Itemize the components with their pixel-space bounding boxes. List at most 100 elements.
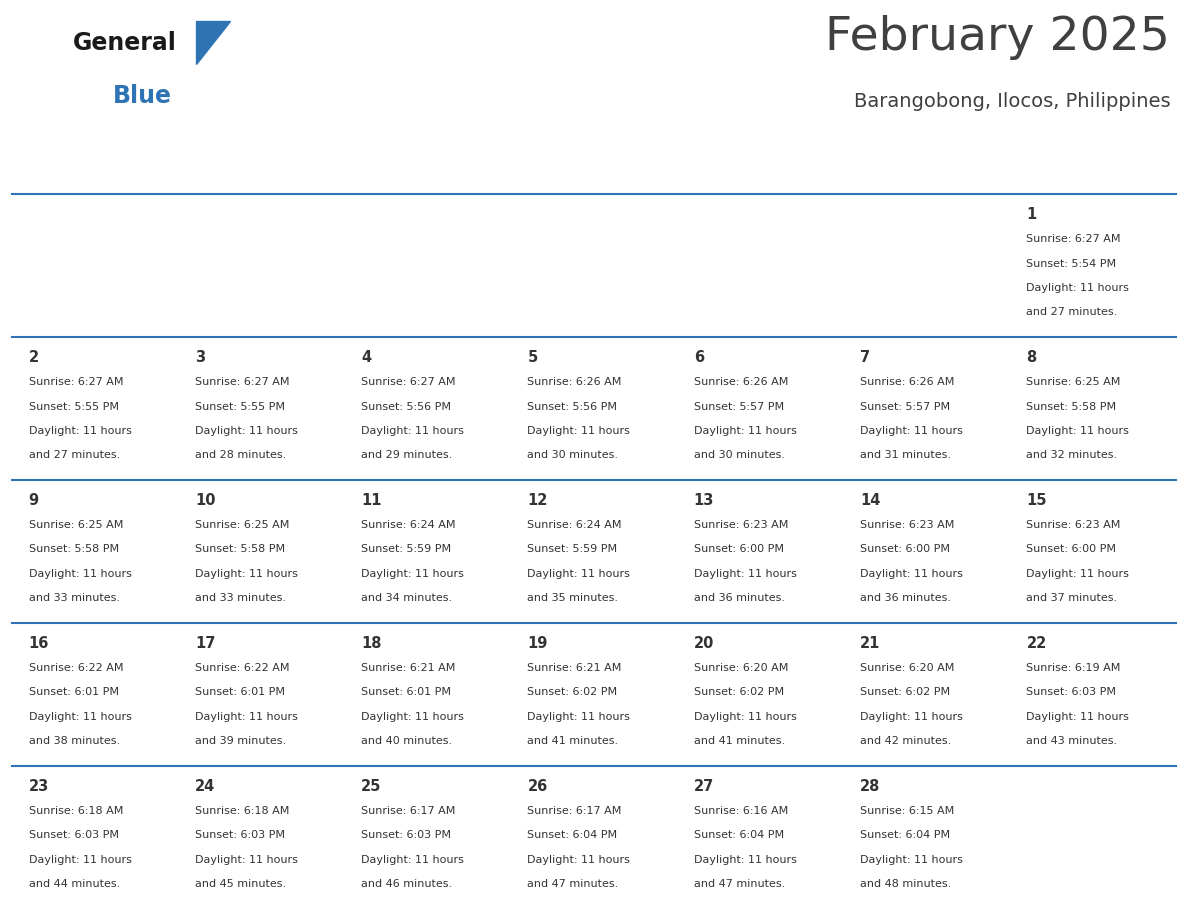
Text: Sunrise: 6:17 AM: Sunrise: 6:17 AM bbox=[361, 806, 455, 816]
Text: and 43 minutes.: and 43 minutes. bbox=[1026, 736, 1118, 746]
Text: Sunrise: 6:19 AM: Sunrise: 6:19 AM bbox=[1026, 663, 1120, 673]
Text: 26: 26 bbox=[527, 778, 548, 794]
Text: 7: 7 bbox=[860, 350, 871, 365]
Text: 15: 15 bbox=[1026, 493, 1047, 508]
Text: Sunset: 5:58 PM: Sunset: 5:58 PM bbox=[29, 544, 119, 554]
Text: Sunrise: 6:17 AM: Sunrise: 6:17 AM bbox=[527, 806, 621, 816]
Text: Sunset: 6:02 PM: Sunset: 6:02 PM bbox=[527, 688, 618, 698]
Text: 9: 9 bbox=[29, 493, 39, 508]
Text: and 31 minutes.: and 31 minutes. bbox=[860, 450, 952, 460]
Text: Daylight: 11 hours: Daylight: 11 hours bbox=[361, 711, 465, 722]
Text: 21: 21 bbox=[860, 636, 880, 651]
Text: Sunrise: 6:16 AM: Sunrise: 6:16 AM bbox=[694, 806, 788, 816]
Text: and 37 minutes.: and 37 minutes. bbox=[1026, 593, 1118, 603]
Text: and 29 minutes.: and 29 minutes. bbox=[361, 450, 453, 460]
Text: 8: 8 bbox=[1026, 350, 1037, 365]
Text: 14: 14 bbox=[860, 493, 880, 508]
Text: Sunset: 5:57 PM: Sunset: 5:57 PM bbox=[694, 401, 784, 411]
Text: Sunset: 5:59 PM: Sunset: 5:59 PM bbox=[361, 544, 451, 554]
Text: Sunset: 6:01 PM: Sunset: 6:01 PM bbox=[29, 688, 119, 698]
Text: Daylight: 11 hours: Daylight: 11 hours bbox=[860, 569, 963, 578]
Text: Sunset: 6:01 PM: Sunset: 6:01 PM bbox=[195, 688, 285, 698]
Text: 23: 23 bbox=[29, 778, 49, 794]
Text: 3: 3 bbox=[195, 350, 206, 365]
Text: and 32 minutes.: and 32 minutes. bbox=[1026, 450, 1118, 460]
Text: and 30 minutes.: and 30 minutes. bbox=[527, 450, 619, 460]
Text: and 33 minutes.: and 33 minutes. bbox=[29, 593, 120, 603]
Text: Sunrise: 6:22 AM: Sunrise: 6:22 AM bbox=[195, 663, 290, 673]
Text: 17: 17 bbox=[195, 636, 215, 651]
Text: Sunset: 5:55 PM: Sunset: 5:55 PM bbox=[29, 401, 119, 411]
Text: Daylight: 11 hours: Daylight: 11 hours bbox=[694, 711, 797, 722]
Text: and 46 minutes.: and 46 minutes. bbox=[361, 879, 453, 889]
Text: 28: 28 bbox=[860, 778, 880, 794]
Text: Sunset: 6:00 PM: Sunset: 6:00 PM bbox=[694, 544, 784, 554]
Text: Sunset: 5:58 PM: Sunset: 5:58 PM bbox=[1026, 401, 1117, 411]
Text: Daylight: 11 hours: Daylight: 11 hours bbox=[1026, 426, 1130, 436]
Text: Daylight: 11 hours: Daylight: 11 hours bbox=[1026, 569, 1130, 578]
Text: Daylight: 11 hours: Daylight: 11 hours bbox=[361, 855, 465, 865]
Text: Saturday: Saturday bbox=[1030, 163, 1107, 178]
Text: Sunset: 5:57 PM: Sunset: 5:57 PM bbox=[860, 401, 950, 411]
Text: Sunrise: 6:27 AM: Sunrise: 6:27 AM bbox=[29, 377, 124, 387]
Text: and 33 minutes.: and 33 minutes. bbox=[195, 593, 286, 603]
Text: Daylight: 11 hours: Daylight: 11 hours bbox=[527, 426, 631, 436]
Text: Sunset: 6:03 PM: Sunset: 6:03 PM bbox=[29, 830, 119, 840]
Text: Sunset: 6:03 PM: Sunset: 6:03 PM bbox=[195, 830, 285, 840]
Text: Daylight: 11 hours: Daylight: 11 hours bbox=[527, 711, 631, 722]
Text: Daylight: 11 hours: Daylight: 11 hours bbox=[694, 855, 797, 865]
Text: Sunrise: 6:21 AM: Sunrise: 6:21 AM bbox=[361, 663, 455, 673]
Text: 19: 19 bbox=[527, 636, 548, 651]
Text: Sunrise: 6:24 AM: Sunrise: 6:24 AM bbox=[361, 521, 456, 531]
Text: Sunset: 5:56 PM: Sunset: 5:56 PM bbox=[361, 401, 451, 411]
Text: 11: 11 bbox=[361, 493, 381, 508]
Text: Daylight: 11 hours: Daylight: 11 hours bbox=[1026, 283, 1130, 293]
Text: 1: 1 bbox=[1026, 207, 1037, 222]
Text: 2: 2 bbox=[29, 350, 39, 365]
Text: Sunrise: 6:23 AM: Sunrise: 6:23 AM bbox=[860, 521, 954, 531]
Text: and 27 minutes.: and 27 minutes. bbox=[1026, 308, 1118, 318]
Text: and 48 minutes.: and 48 minutes. bbox=[860, 879, 952, 889]
Text: Daylight: 11 hours: Daylight: 11 hours bbox=[29, 711, 132, 722]
Text: Daylight: 11 hours: Daylight: 11 hours bbox=[29, 426, 132, 436]
Text: and 34 minutes.: and 34 minutes. bbox=[361, 593, 453, 603]
Text: and 47 minutes.: and 47 minutes. bbox=[694, 879, 785, 889]
Text: General: General bbox=[74, 30, 177, 54]
Text: and 35 minutes.: and 35 minutes. bbox=[527, 593, 619, 603]
Text: Sunrise: 6:26 AM: Sunrise: 6:26 AM bbox=[694, 377, 788, 387]
Text: and 38 minutes.: and 38 minutes. bbox=[29, 736, 120, 746]
Text: Sunset: 5:55 PM: Sunset: 5:55 PM bbox=[195, 401, 285, 411]
Text: Daylight: 11 hours: Daylight: 11 hours bbox=[195, 569, 298, 578]
Text: Sunset: 5:58 PM: Sunset: 5:58 PM bbox=[195, 544, 285, 554]
Text: 20: 20 bbox=[694, 636, 714, 651]
Text: Daylight: 11 hours: Daylight: 11 hours bbox=[361, 426, 465, 436]
Text: Barangobong, Ilocos, Philippines: Barangobong, Ilocos, Philippines bbox=[853, 92, 1170, 111]
Text: Sunrise: 6:23 AM: Sunrise: 6:23 AM bbox=[694, 521, 788, 531]
Text: Daylight: 11 hours: Daylight: 11 hours bbox=[195, 855, 298, 865]
Text: Sunset: 6:00 PM: Sunset: 6:00 PM bbox=[1026, 544, 1117, 554]
Text: and 36 minutes.: and 36 minutes. bbox=[860, 593, 952, 603]
Text: 6: 6 bbox=[694, 350, 704, 365]
Text: 25: 25 bbox=[361, 778, 381, 794]
Polygon shape bbox=[196, 21, 230, 64]
Text: and 42 minutes.: and 42 minutes. bbox=[860, 736, 952, 746]
Text: Friday: Friday bbox=[864, 163, 916, 178]
Text: 22: 22 bbox=[1026, 636, 1047, 651]
Text: 27: 27 bbox=[694, 778, 714, 794]
Text: Sunset: 5:59 PM: Sunset: 5:59 PM bbox=[527, 544, 618, 554]
Text: Sunrise: 6:15 AM: Sunrise: 6:15 AM bbox=[860, 806, 954, 816]
Text: 18: 18 bbox=[361, 636, 381, 651]
Text: Sunrise: 6:27 AM: Sunrise: 6:27 AM bbox=[195, 377, 290, 387]
Text: Daylight: 11 hours: Daylight: 11 hours bbox=[195, 426, 298, 436]
Text: Daylight: 11 hours: Daylight: 11 hours bbox=[29, 569, 132, 578]
Text: 16: 16 bbox=[29, 636, 49, 651]
Text: and 39 minutes.: and 39 minutes. bbox=[195, 736, 286, 746]
Text: Daylight: 11 hours: Daylight: 11 hours bbox=[860, 426, 963, 436]
Text: Sunrise: 6:26 AM: Sunrise: 6:26 AM bbox=[860, 377, 954, 387]
Text: Daylight: 11 hours: Daylight: 11 hours bbox=[195, 711, 298, 722]
Text: Daylight: 11 hours: Daylight: 11 hours bbox=[527, 569, 631, 578]
Text: Daylight: 11 hours: Daylight: 11 hours bbox=[527, 855, 631, 865]
Text: Sunrise: 6:23 AM: Sunrise: 6:23 AM bbox=[1026, 521, 1120, 531]
Text: Sunset: 5:56 PM: Sunset: 5:56 PM bbox=[527, 401, 618, 411]
Text: Sunset: 6:03 PM: Sunset: 6:03 PM bbox=[361, 830, 451, 840]
